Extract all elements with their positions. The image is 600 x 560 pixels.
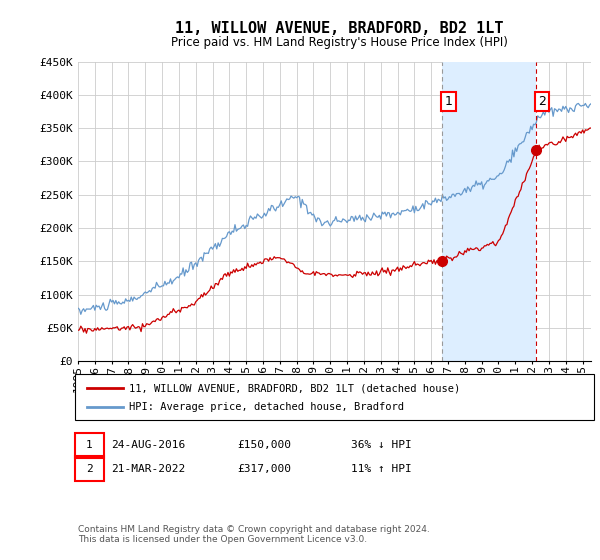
Text: Price paid vs. HM Land Registry's House Price Index (HPI): Price paid vs. HM Land Registry's House … <box>170 36 508 49</box>
Text: 24-AUG-2016: 24-AUG-2016 <box>111 440 185 450</box>
Text: 2: 2 <box>538 95 546 108</box>
Text: 11, WILLOW AVENUE, BRADFORD, BD2 1LT: 11, WILLOW AVENUE, BRADFORD, BD2 1LT <box>175 21 503 36</box>
Bar <box>442 62 536 361</box>
Text: £150,000: £150,000 <box>237 440 291 450</box>
Text: 2: 2 <box>86 464 93 474</box>
Text: 1: 1 <box>86 440 93 450</box>
Text: 1: 1 <box>445 95 452 108</box>
Text: Contains HM Land Registry data © Crown copyright and database right 2024.
This d: Contains HM Land Registry data © Crown c… <box>78 525 430 544</box>
Text: 36% ↓ HPI: 36% ↓ HPI <box>351 440 412 450</box>
Text: 21-MAR-2022: 21-MAR-2022 <box>111 464 185 474</box>
Text: HPI: Average price, detached house, Bradford: HPI: Average price, detached house, Brad… <box>129 402 404 412</box>
Text: £317,000: £317,000 <box>237 464 291 474</box>
Text: 11, WILLOW AVENUE, BRADFORD, BD2 1LT (detached house): 11, WILLOW AVENUE, BRADFORD, BD2 1LT (de… <box>129 383 460 393</box>
Text: 11% ↑ HPI: 11% ↑ HPI <box>351 464 412 474</box>
